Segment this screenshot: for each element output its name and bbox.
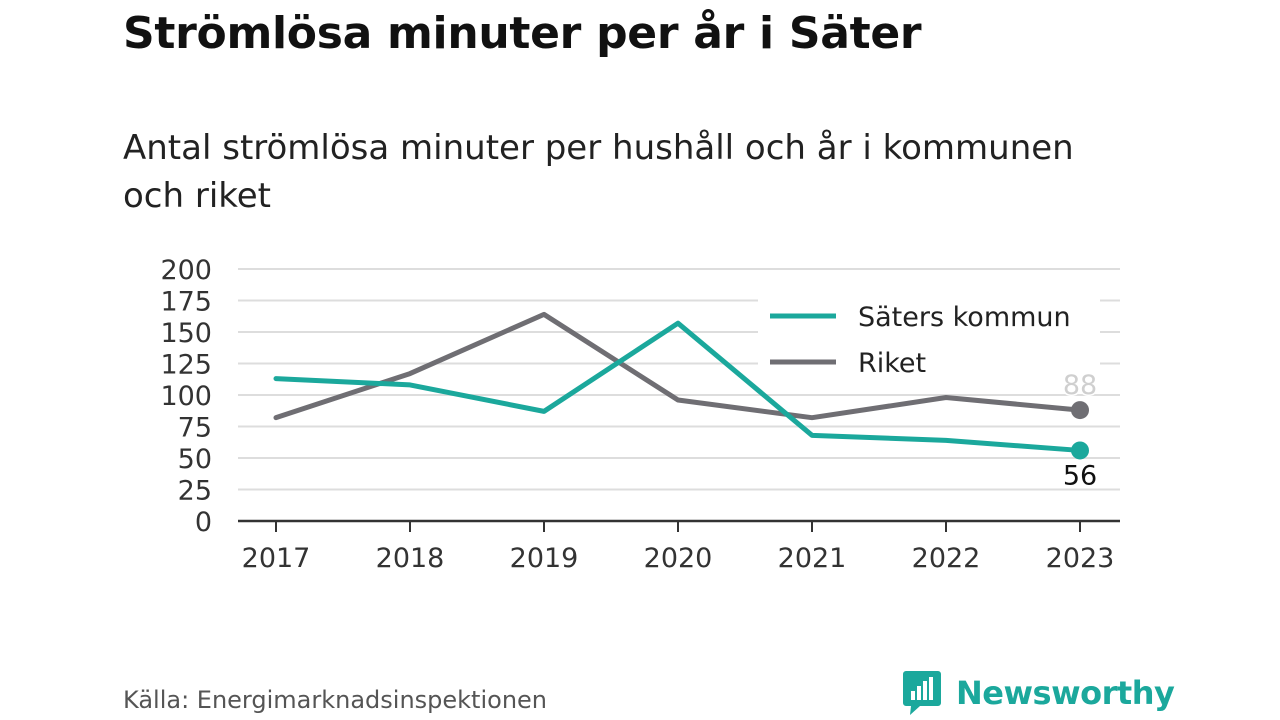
y-tick-label: 0 xyxy=(195,507,212,538)
end-point-kommun xyxy=(1071,441,1089,460)
x-tick-label: 2023 xyxy=(1046,543,1115,574)
x-tick-label: 2018 xyxy=(376,543,445,574)
x-tick-label: 2022 xyxy=(912,543,981,574)
legend-label-riket: Riket xyxy=(858,348,926,379)
series-line-riket xyxy=(273,311,1083,421)
y-tick-label: 150 xyxy=(160,318,212,349)
series-line-kommun xyxy=(273,320,1083,453)
y-tick-label: 25 xyxy=(178,476,212,507)
legend-box xyxy=(758,296,1100,382)
end-label-kommun: 56 xyxy=(1063,460,1097,491)
end-point-riket xyxy=(1071,401,1089,420)
chart-title: Strömlösa minuter per år i Säter xyxy=(123,8,922,59)
y-tick-label: 200 xyxy=(160,255,212,286)
legend-label-kommun: Säters kommun xyxy=(858,302,1071,333)
x-tick-label: 2019 xyxy=(510,543,579,574)
y-tick-label: 100 xyxy=(160,381,212,412)
x-tick-label: 2017 xyxy=(242,543,311,574)
x-tick-label: 2021 xyxy=(778,543,847,574)
brand-name: Newsworthy xyxy=(956,674,1175,712)
x-tick-label: 2020 xyxy=(644,543,713,574)
chart-subtitle: Antal strömlösa minuter per hushåll och … xyxy=(123,128,1074,216)
newsworthy-logo-icon xyxy=(903,671,941,715)
y-tick-label: 50 xyxy=(178,444,212,475)
end-label-riket: 88 xyxy=(1063,370,1097,401)
brand: Newsworthy xyxy=(902,668,1175,718)
y-tick-label: 75 xyxy=(178,413,212,444)
y-tick-label: 175 xyxy=(160,287,212,318)
source-note: Källa: Energimarknadsinspektionen xyxy=(123,686,548,714)
y-tick-label: 125 xyxy=(160,350,212,381)
